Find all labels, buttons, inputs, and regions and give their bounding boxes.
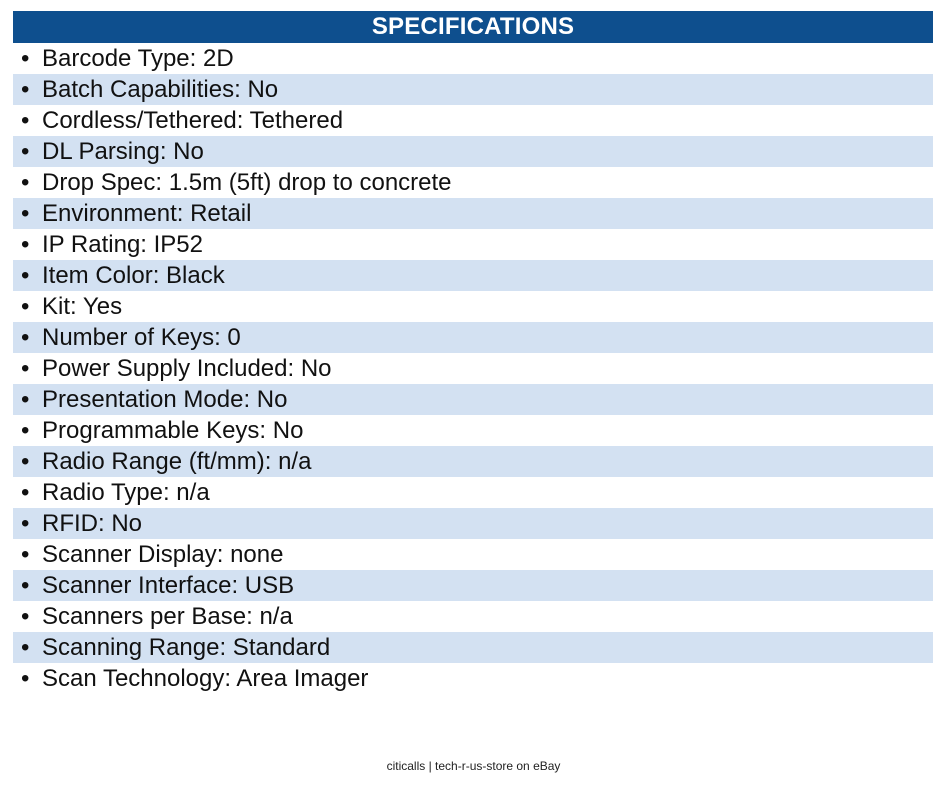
specifications-panel: SPECIFICATIONS • Barcode Type: 2D • Batch C… (13, 11, 933, 694)
spec-text: Scanner Interface: USB (42, 572, 295, 599)
bullet-icon: • (21, 169, 30, 196)
spec-row: • Scanning Range: Standard (13, 632, 933, 663)
spec-text: Cordless/Tethered: Tethered (42, 107, 344, 134)
bullet-icon: • (21, 107, 30, 134)
spec-row: • Batch Capabilities: No (13, 74, 933, 105)
bullet-icon: • (21, 572, 30, 599)
spec-text: IP Rating: IP52 (42, 231, 203, 258)
bullet-icon: • (21, 510, 30, 537)
footer-credit: citicalls | tech-r-us-store on eBay (386, 759, 561, 773)
bullet-icon: • (21, 355, 30, 382)
bullet-icon: • (21, 665, 30, 692)
bullet-icon: • (21, 293, 30, 320)
spec-text: Barcode Type: 2D (42, 45, 234, 72)
spec-text: Presentation Mode: No (42, 386, 288, 413)
bullet-icon: • (21, 45, 30, 72)
spec-text: DL Parsing: No (42, 138, 204, 165)
bullet-icon: • (21, 417, 30, 444)
spec-row: • Radio Type: n/a (13, 477, 933, 508)
bullet-icon: • (21, 448, 30, 475)
bullet-icon: • (21, 386, 30, 413)
spec-row: • Radio Range (ft/mm): n/a (13, 446, 933, 477)
bullet-icon: • (21, 324, 30, 351)
bullet-icon: • (21, 603, 30, 630)
spec-row: • Drop Spec: 1.5m (5ft) drop to concrete (13, 167, 933, 198)
spec-row: • Scanner Display: none (13, 539, 933, 570)
bullet-icon: • (21, 138, 30, 165)
specifications-list: • Barcode Type: 2D • Batch Capabilities: No… (13, 43, 933, 694)
spec-text: Drop Spec: 1.5m (5ft) drop to concrete (42, 169, 452, 196)
spec-row: • Scanners per Base: n/a (13, 601, 933, 632)
spec-row: • Item Color: Black (13, 260, 933, 291)
spec-text: Number of Keys: 0 (42, 324, 241, 351)
spec-row: • Power Supply Included: No (13, 353, 933, 384)
bullet-icon: • (21, 634, 30, 661)
spec-text: Power Supply Included: No (42, 355, 332, 382)
spec-row: • Kit: Yes (13, 291, 933, 322)
bullet-icon: • (21, 76, 30, 103)
spec-row: • IP Rating: IP52 (13, 229, 933, 260)
spec-row: • Scan Technology: Area Imager (13, 663, 933, 694)
spec-text: Item Color: Black (42, 262, 225, 289)
spec-text: Scanning Range: Standard (42, 634, 331, 661)
bullet-icon: • (21, 479, 30, 506)
spec-text: Kit: Yes (42, 293, 123, 320)
spec-text: Programmable Keys: No (42, 417, 304, 444)
spec-text: Environment: Retail (42, 200, 252, 227)
bullet-icon: • (21, 231, 30, 258)
spec-text: Batch Capabilities: No (42, 76, 279, 103)
bullet-icon: • (21, 541, 30, 568)
spec-row: • Environment: Retail (13, 198, 933, 229)
spec-text: Radio Range (ft/mm): n/a (42, 448, 312, 475)
specifications-title: SPECIFICATIONS (13, 11, 933, 43)
spec-row: • Presentation Mode: No (13, 384, 933, 415)
spec-row: • Scanner Interface: USB (13, 570, 933, 601)
spec-text: Scan Technology: Area Imager (42, 665, 369, 692)
spec-row: • Programmable Keys: No (13, 415, 933, 446)
bullet-icon: • (21, 262, 30, 289)
spec-text: Scanners per Base: n/a (42, 603, 293, 630)
spec-text: Radio Type: n/a (42, 479, 210, 506)
spec-text: RFID: No (42, 510, 143, 537)
spec-row: • Barcode Type: 2D (13, 43, 933, 74)
spec-row: • Number of Keys: 0 (13, 322, 933, 353)
spec-row: • RFID: No (13, 508, 933, 539)
bullet-icon: • (21, 200, 30, 227)
spec-text: Scanner Display: none (42, 541, 284, 568)
spec-row: • DL Parsing: No (13, 136, 933, 167)
spec-row: • Cordless/Tethered: Tethered (13, 105, 933, 136)
